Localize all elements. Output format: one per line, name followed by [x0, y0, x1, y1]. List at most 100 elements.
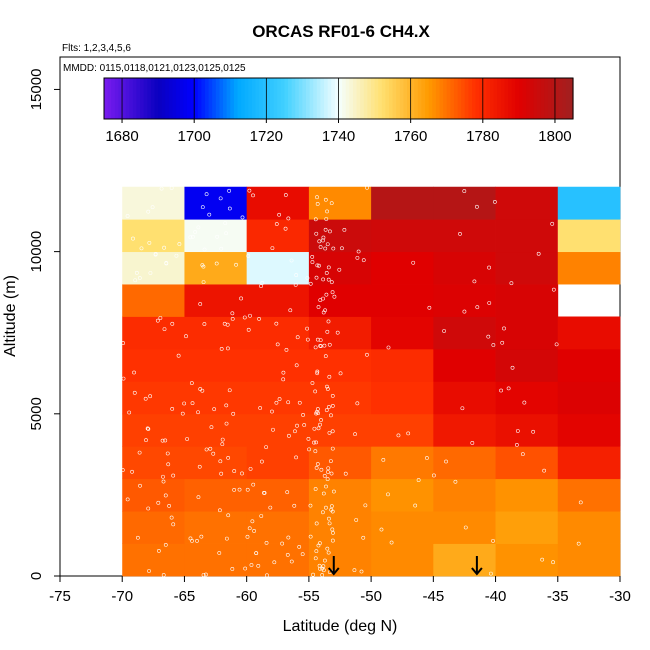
- sample-point: [332, 489, 336, 494]
- heatmap-cell: [184, 478, 248, 512]
- y-tick-label: 15000: [28, 69, 45, 111]
- heatmap-cell: [308, 219, 372, 253]
- flights-label: Flts: 1,2,3,4,5,6: [62, 43, 131, 54]
- colorbar-segment: [129, 78, 134, 119]
- sample-point: [355, 401, 360, 406]
- sample-point: [159, 186, 164, 191]
- axes: -75 -70 -65 -60 -55 -50 -45 -40 -35 -30 0 5000 10000…: [28, 69, 631, 605]
- sample-point: [177, 242, 182, 246]
- colorbar-segment: [158, 78, 163, 119]
- sample-point: [550, 221, 555, 226]
- sample-point: [321, 568, 326, 573]
- sample-point: [130, 469, 134, 474]
- sample-point: [314, 466, 319, 470]
- sample-point: [248, 313, 252, 318]
- colorbar-segment: [183, 78, 188, 119]
- heatmap-cells: [122, 186, 621, 577]
- sample-point: [325, 242, 330, 247]
- colorbar-segment: [403, 78, 408, 119]
- colorbar-segment: [208, 78, 213, 119]
- heatmap-cell: [557, 446, 621, 480]
- y-axis-label: Altitude (m): [2, 275, 19, 357]
- colorbar-segment: [295, 78, 300, 119]
- sample-point: [318, 338, 323, 343]
- heatmap-cell: [184, 511, 248, 544]
- sample-point: [161, 573, 166, 577]
- sample-point: [330, 290, 335, 295]
- heatmap-cell: [557, 543, 621, 577]
- heatmap-cell: [495, 251, 559, 285]
- sample-point: [340, 246, 344, 251]
- colorbar-segment: [331, 78, 336, 119]
- colorbar-segment: [389, 78, 394, 119]
- sample-point: [386, 492, 390, 497]
- heatmap-cell: [246, 251, 310, 285]
- sample-point: [232, 469, 237, 473]
- colorbar-segment: [197, 78, 203, 119]
- sample-point: [312, 426, 317, 431]
- sample-point: [329, 280, 334, 285]
- colorbar-segment: [370, 78, 376, 119]
- heatmap-cell: [433, 186, 496, 220]
- sample-point: [386, 345, 391, 350]
- sample-point: [308, 534, 313, 539]
- sample-point: [315, 263, 320, 268]
- heatmap-cell: [246, 284, 310, 317]
- sample-point: [163, 543, 168, 547]
- sample-point: [247, 526, 252, 531]
- sample-point: [275, 342, 280, 347]
- sample-point: [144, 438, 148, 443]
- sample-point: [487, 301, 492, 305]
- sample-point: [200, 205, 205, 210]
- sample-point: [156, 500, 161, 505]
- sample-point: [486, 334, 491, 339]
- heatmap-cell: [308, 446, 372, 480]
- sample-point: [326, 277, 331, 282]
- sample-point: [197, 464, 202, 469]
- sample-point: [204, 192, 209, 197]
- sample-point: [324, 505, 328, 510]
- colorbar-segment: [186, 78, 192, 119]
- sample-point: [406, 431, 411, 436]
- sample-point: [315, 371, 320, 376]
- sample-point: [320, 573, 325, 577]
- sample-point: [578, 500, 583, 505]
- sample-point: [352, 568, 357, 573]
- sample-point: [337, 267, 342, 272]
- sample-point: [522, 400, 527, 405]
- sample-point: [156, 549, 161, 553]
- sample-point: [323, 558, 327, 563]
- sample-point: [307, 447, 311, 452]
- sample-point: [301, 413, 305, 417]
- colorbar-tick-label: 1720: [250, 128, 283, 145]
- colorbar-segment: [367, 78, 372, 119]
- sample-point: [327, 342, 332, 347]
- sample-point: [325, 329, 330, 334]
- sample-point: [313, 217, 318, 222]
- sample-point: [316, 426, 321, 431]
- sample-point: [314, 231, 319, 236]
- colorbar-segment: [450, 78, 455, 119]
- sample-point: [460, 406, 465, 411]
- colorbar-segment: [381, 78, 386, 119]
- sample-point: [162, 245, 166, 250]
- sample-point: [274, 222, 279, 226]
- sample-point: [321, 491, 326, 496]
- sample-point: [139, 246, 144, 251]
- sample-point: [315, 462, 320, 466]
- sample-point: [125, 497, 130, 502]
- colorbar-segment: [273, 78, 278, 119]
- colorbar-segment: [540, 78, 545, 119]
- sample-point: [209, 425, 214, 430]
- colorbar-tick-label: 1680: [105, 128, 138, 145]
- sample-point: [475, 305, 480, 310]
- sample-point: [230, 567, 235, 571]
- sample-point: [325, 384, 329, 389]
- sample-point: [317, 263, 321, 268]
- heatmap-cell: [433, 219, 496, 253]
- sample-point: [306, 437, 311, 441]
- colorbar-segment: [461, 78, 466, 119]
- sample-point: [331, 246, 336, 251]
- sample-point: [280, 541, 285, 546]
